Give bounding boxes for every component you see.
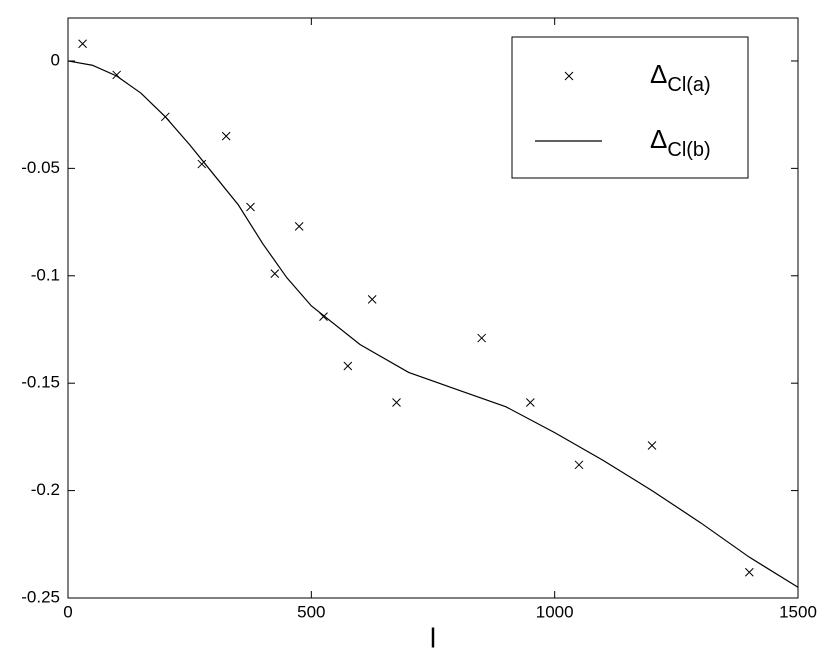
scatter-point <box>221 131 231 141</box>
scatter-point <box>647 441 657 450</box>
legend-box <box>511 36 749 179</box>
legend-marker <box>564 71 574 81</box>
scatter-point <box>270 269 280 278</box>
y-tick-label: -0.2 <box>31 480 60 499</box>
x-tick-label: 1500 <box>779 602 817 621</box>
y-tick-label: -0.15 <box>21 373 60 392</box>
y-tick-label: -0.05 <box>21 158 60 177</box>
y-tick-label: 0 <box>51 50 60 69</box>
scatter-point <box>78 39 87 49</box>
scatter-point <box>343 361 353 371</box>
scatter-point <box>477 333 487 343</box>
legend-label: ΔCl(a) <box>650 59 711 96</box>
x-axis-label: l <box>430 622 436 653</box>
x-tick-label: 500 <box>297 602 325 621</box>
scatter-point <box>525 398 535 407</box>
legend-label: ΔCl(b) <box>650 124 711 161</box>
plot-frame <box>67 17 799 599</box>
y-tick-label: -0.1 <box>31 265 60 284</box>
line-series <box>67 60 799 588</box>
scatter-point <box>294 222 304 231</box>
x-tick-label: 1000 <box>536 602 574 621</box>
scatter-point <box>367 295 377 304</box>
scatter-point <box>246 202 255 212</box>
x-tick-label: 0 <box>63 602 72 621</box>
scatter-point <box>574 460 584 470</box>
scatter-point <box>392 398 401 407</box>
scatter-point <box>744 567 754 577</box>
scatter-point <box>197 159 207 169</box>
y-tick-label: -0.25 <box>21 587 60 606</box>
